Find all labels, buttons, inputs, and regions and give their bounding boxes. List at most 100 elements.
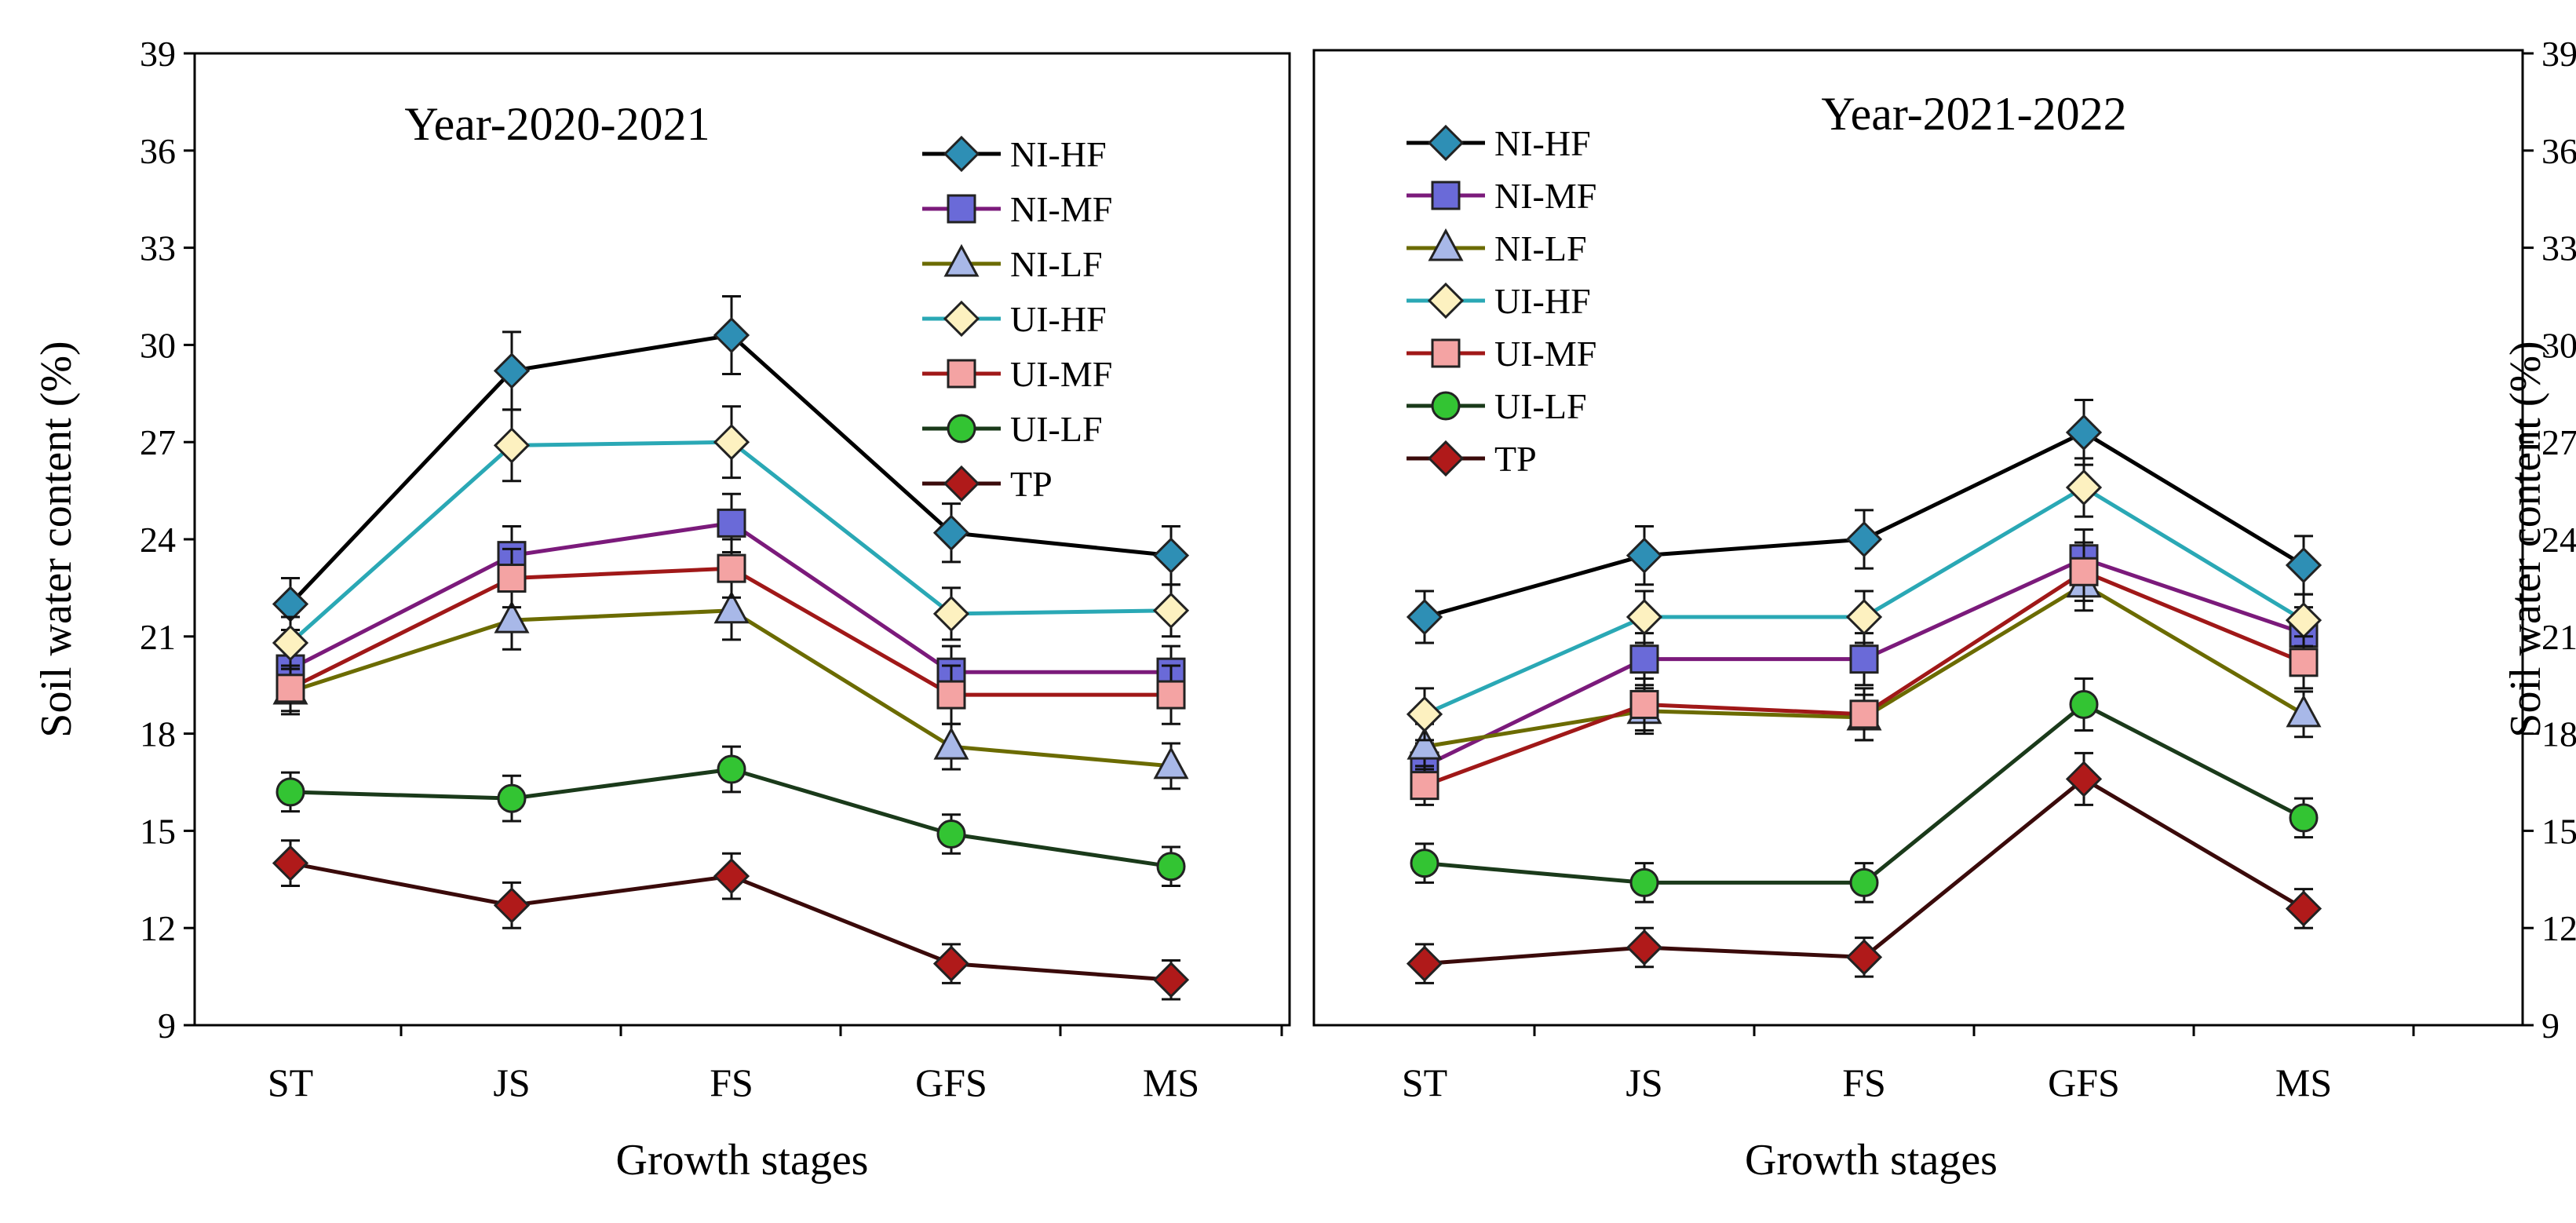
legend-marker — [947, 414, 976, 444]
series-ui-mf — [1410, 541, 2319, 806]
y-tick-label: 15 — [2541, 811, 2576, 851]
data-point — [1410, 849, 1439, 878]
y-tick-label: 21 — [140, 617, 176, 657]
y-tick-label: 24 — [2541, 520, 2576, 560]
data-point — [1626, 598, 1663, 636]
legend-marker — [943, 243, 980, 277]
data-point — [713, 424, 750, 461]
data-point — [933, 726, 969, 760]
chart-year-2020-2021: 9 12 15 18 21 24 27 30 33 36 39 ST JS FS GFS MS Growth s… — [32, 34, 1291, 1185]
x-tick-label: FS — [1842, 1061, 1886, 1104]
data-point — [1152, 962, 1190, 998]
y-tick-label: 9 — [158, 1006, 176, 1046]
chart-title: Year-2020-2021 — [404, 98, 710, 150]
legend-label: UI-LF — [1494, 386, 1587, 426]
legend-item-ui-lf: UI-LF — [1407, 386, 1587, 426]
x-tick-label: ST — [268, 1061, 313, 1104]
legend-item-ni-mf: NI-MF — [1407, 176, 1596, 216]
legend-marker — [943, 465, 980, 502]
data-point — [494, 601, 530, 633]
data-point — [717, 508, 746, 538]
x-tick-label: ST — [1402, 1061, 1447, 1104]
series-ni-hf — [1406, 399, 2322, 644]
legend-label: TP — [1494, 439, 1537, 479]
x-tick-label: GFS — [2048, 1061, 2120, 1104]
x-tick-label: FS — [710, 1061, 753, 1104]
y-tick-label: 18 — [2541, 714, 2576, 754]
legend-marker — [943, 135, 980, 173]
legend-marker — [947, 194, 976, 224]
data-point — [932, 595, 970, 633]
data-point — [1629, 689, 1659, 719]
data-point — [2285, 890, 2322, 927]
legend-marker — [1431, 391, 1461, 421]
legend-label: NI-HF — [1494, 123, 1591, 163]
y-tick-label: 36 — [140, 131, 176, 171]
legend-marker — [1428, 228, 1464, 261]
data-point — [1849, 644, 1879, 674]
legend-label: NI-LF — [1494, 228, 1587, 268]
y-axis-label: Soil water content (%) — [2501, 341, 2550, 737]
y-tick-label: 30 — [140, 325, 176, 365]
data-point — [1156, 680, 1186, 710]
series-ui-hf — [1406, 457, 2322, 742]
data-point — [493, 427, 531, 464]
data-point — [2285, 546, 2322, 584]
legend-label: NI-MF — [1494, 176, 1596, 216]
legend: NI-HF NI-MF NI-LF UI-HF UI-MF UI-LF TP — [922, 134, 1112, 504]
data-point — [1410, 771, 1439, 801]
x-tick-label: JS — [1626, 1061, 1662, 1104]
data-point — [497, 783, 527, 813]
legend-item-ui-hf: UI-HF — [922, 299, 1107, 339]
legend-marker — [1427, 282, 1465, 319]
data-point — [1153, 746, 1189, 779]
data-point — [1849, 867, 1879, 897]
legend-label: UI-HF — [1010, 299, 1107, 339]
legend-marker — [943, 300, 980, 338]
legend-label: UI-LF — [1010, 409, 1103, 449]
legend-label: NI-HF — [1010, 134, 1107, 174]
legend-item-ni-lf: NI-LF — [1407, 228, 1587, 268]
legend-label: NI-LF — [1010, 244, 1103, 284]
y-tick-label: 33 — [140, 228, 176, 268]
data-point — [713, 590, 750, 624]
y-tick-label: 9 — [2541, 1006, 2560, 1046]
x-tick-label: GFS — [915, 1061, 987, 1104]
legend-item-tp: TP — [922, 464, 1053, 504]
legend-label: TP — [1010, 464, 1053, 504]
data-point — [2289, 648, 2319, 677]
data-point — [1406, 598, 1443, 636]
data-point — [497, 564, 527, 593]
data-point — [932, 945, 970, 982]
legend-label: UI-HF — [1494, 281, 1591, 321]
plot-frame — [1312, 49, 2524, 1027]
legend-marker — [947, 359, 976, 389]
data-point — [272, 624, 309, 662]
data-point — [1152, 592, 1190, 629]
y-tick-label: 39 — [140, 34, 176, 74]
data-point — [2069, 557, 2099, 586]
legend-marker — [1427, 124, 1465, 162]
y-tick-label: 12 — [2541, 908, 2576, 948]
legend-item-ui-mf: UI-MF — [1407, 334, 1596, 374]
data-point — [2286, 694, 2322, 728]
y-tick-label: 39 — [2541, 34, 2576, 74]
series-tp — [1406, 751, 2322, 984]
series-ui-hf — [272, 405, 1190, 670]
data-point — [493, 887, 531, 924]
data-point — [2289, 803, 2319, 833]
legend-item-tp: TP — [1407, 439, 1537, 479]
legend-marker — [1427, 440, 1465, 477]
legend-item-ui-hf: UI-HF — [1407, 281, 1591, 321]
data-point — [713, 858, 750, 895]
x-tick-label: MS — [2275, 1061, 2332, 1104]
data-point — [1156, 852, 1186, 882]
data-point — [1626, 537, 1663, 574]
y-tick-label: 30 — [2541, 325, 2576, 365]
data-point — [493, 352, 531, 389]
series-ui-lf — [1410, 677, 2319, 904]
data-point — [2065, 761, 2103, 798]
y-tick-label: 18 — [140, 714, 176, 754]
legend-label: NI-MF — [1010, 189, 1112, 229]
